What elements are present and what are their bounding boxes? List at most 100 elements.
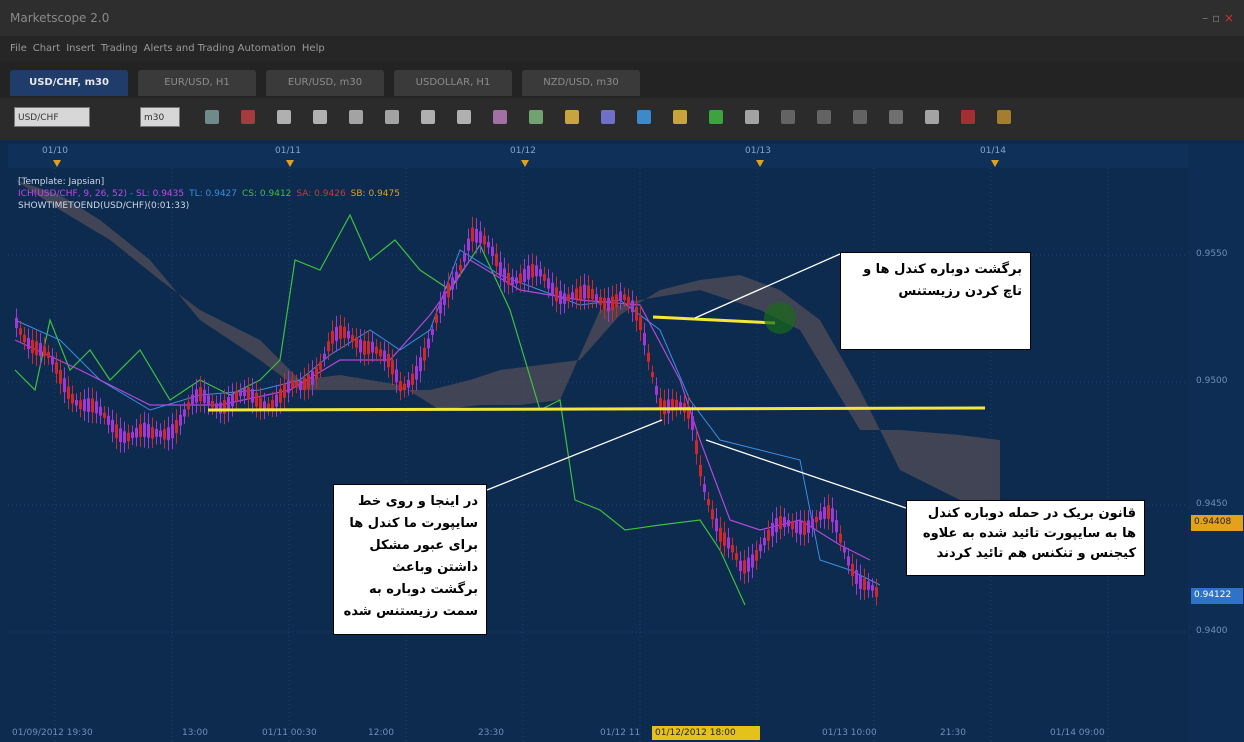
candle-body xyxy=(867,581,870,590)
menu-item[interactable]: Trading xyxy=(100,43,138,54)
candle-body xyxy=(831,508,834,523)
indicator-value: SA: 0.9426 xyxy=(296,189,346,199)
template-label: [Template: Japsian] xyxy=(18,177,105,187)
tool-icon[interactable] xyxy=(277,110,291,124)
tool-icon[interactable] xyxy=(997,110,1011,124)
menu-item[interactable]: Help xyxy=(301,43,325,54)
tool-icon[interactable] xyxy=(781,110,795,124)
candle-body xyxy=(463,252,466,262)
candle-body xyxy=(403,383,406,391)
tool-icon[interactable] xyxy=(493,110,507,124)
tool-icon[interactable] xyxy=(817,110,831,124)
menu-item[interactable]: File xyxy=(10,43,27,54)
candle-body xyxy=(431,329,434,335)
candle-body xyxy=(487,241,490,248)
symbol-select[interactable]: USD/CHF xyxy=(14,107,90,127)
candle-body xyxy=(407,379,410,388)
tool-icon[interactable] xyxy=(925,110,939,124)
candle-body xyxy=(291,379,294,389)
candle-body xyxy=(815,516,818,523)
candle-body xyxy=(447,283,450,298)
candle-body xyxy=(371,341,374,353)
candle-body xyxy=(131,432,134,439)
candle-body xyxy=(71,394,74,404)
candle-body xyxy=(55,362,58,374)
candle-body xyxy=(771,522,774,537)
menu-item[interactable]: Chart xyxy=(32,43,61,54)
candle-body xyxy=(99,406,102,416)
candle-body xyxy=(119,428,122,442)
candle-body xyxy=(503,268,506,282)
candle-body xyxy=(567,294,570,302)
tool-icon[interactable] xyxy=(565,110,579,124)
candle-body xyxy=(103,412,106,418)
tab-bar: USD/CHF, m30 EUR/USD, H1 EUR/USD, m30 USDOL… xyxy=(0,62,1244,98)
menu-item[interactable]: Alerts and Trading Automation xyxy=(143,43,296,54)
candle-body xyxy=(483,235,486,245)
candle-body xyxy=(43,346,46,357)
candle-body xyxy=(367,341,370,355)
tool-icon[interactable] xyxy=(853,110,867,124)
tool-icon[interactable] xyxy=(421,110,435,124)
candle-body xyxy=(323,353,326,360)
candle-body xyxy=(303,377,306,391)
cursor-time: 01/12/2012 18:00 xyxy=(655,728,736,738)
tool-icon[interactable] xyxy=(349,110,363,124)
candle-body xyxy=(283,383,286,398)
candle-body xyxy=(143,422,146,437)
menu-item[interactable]: Insert xyxy=(66,43,95,54)
candle-body xyxy=(475,228,478,243)
tab[interactable]: USDOLLAR, H1 xyxy=(394,70,512,96)
tool-icon[interactable] xyxy=(457,110,471,124)
price-label: 0.9450 xyxy=(1196,499,1228,509)
candle-body xyxy=(379,349,382,357)
tool-icon[interactable] xyxy=(529,110,543,124)
tool-icon[interactable] xyxy=(601,110,615,124)
candle-body xyxy=(767,529,770,541)
tool-icon[interactable] xyxy=(745,110,759,124)
arrow xyxy=(705,439,907,509)
candle-body xyxy=(139,424,142,437)
candle-body xyxy=(315,367,318,379)
candle-body xyxy=(195,389,198,403)
tab[interactable]: EUR/USD, m30 xyxy=(266,70,384,96)
period-select[interactable]: m30 xyxy=(140,107,180,127)
candle-body xyxy=(51,356,54,365)
candle-body xyxy=(155,429,158,437)
candle-body xyxy=(327,341,330,352)
tool-icon[interactable] xyxy=(889,110,903,124)
window-controls[interactable]: – ▫ × xyxy=(1202,11,1234,25)
candle-body xyxy=(159,430,162,437)
candle-body xyxy=(671,399,674,411)
tool-icon[interactable] xyxy=(313,110,327,124)
tool-icon[interactable] xyxy=(709,110,723,124)
time-label: 01/13 10:00 xyxy=(822,728,877,738)
tool-icon[interactable] xyxy=(637,110,651,124)
tool-icon[interactable] xyxy=(961,110,975,124)
candle-body xyxy=(111,419,114,433)
time-label: 23:30 xyxy=(478,728,504,738)
tool-icon[interactable] xyxy=(673,110,687,124)
candle-body xyxy=(199,387,202,402)
candle-body xyxy=(807,520,810,533)
date-marker xyxy=(286,160,294,167)
candle-body xyxy=(603,297,606,310)
candle-body xyxy=(399,381,402,392)
candle-body xyxy=(799,520,802,535)
time-label: 12:00 xyxy=(368,728,394,738)
annotation: در اینجا و روی خط سایپورت ما کندل ها برا… xyxy=(333,484,487,635)
tab[interactable]: USD/CHF, m30 xyxy=(10,70,128,96)
tool-icon[interactable] xyxy=(241,110,255,124)
candle-body xyxy=(679,402,682,408)
candle-body xyxy=(839,533,842,543)
tool-icon[interactable] xyxy=(205,110,219,124)
tool-icon[interactable] xyxy=(385,110,399,124)
candle-body xyxy=(515,277,518,284)
candle-body xyxy=(871,585,874,591)
tab[interactable]: NZD/USD, m30 xyxy=(522,70,640,96)
candle-body xyxy=(743,560,746,574)
candle-body xyxy=(79,400,82,409)
tab[interactable]: EUR/USD, H1 xyxy=(138,70,256,96)
candle-body xyxy=(287,380,290,393)
candle-body xyxy=(591,289,594,300)
